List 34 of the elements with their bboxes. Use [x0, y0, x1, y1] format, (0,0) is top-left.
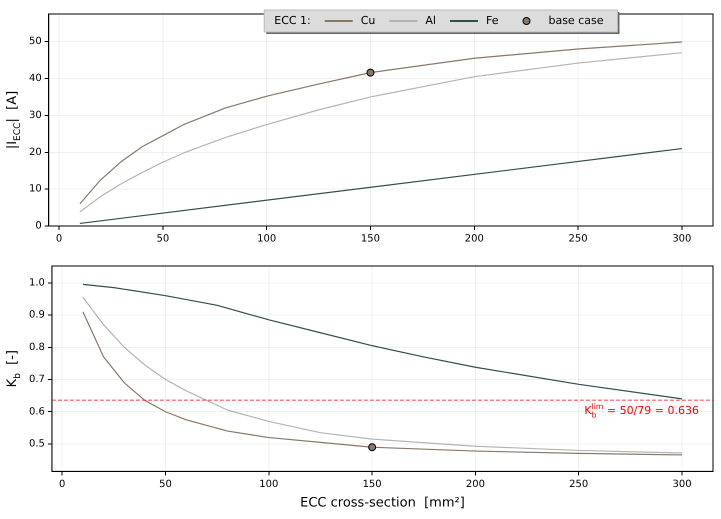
- x-tick-label: 250: [568, 234, 588, 245]
- y-tick-label: 0.8: [28, 342, 45, 353]
- x-tick-label: 0: [56, 234, 62, 245]
- x-axis-title: ECC cross-section [mm²]: [300, 496, 465, 511]
- legend-label: Cu: [360, 14, 376, 27]
- y-tick-label: 1.0: [28, 277, 45, 288]
- x-tick-label: 300: [672, 234, 692, 245]
- x-tick-label: 300: [672, 478, 692, 490]
- y-tick-label: 50: [28, 36, 42, 48]
- x-tick-label: 150: [362, 478, 382, 490]
- x-tick-label: 200: [464, 234, 484, 245]
- x-tick-label: 50: [159, 478, 172, 490]
- x-tick-label: 50: [156, 234, 170, 245]
- x-tick-label: 250: [569, 478, 588, 490]
- x-tick-label: 100: [259, 478, 278, 490]
- y-tick-label: 0.9: [28, 310, 45, 321]
- y-tick-label: 40: [28, 73, 42, 84]
- y-tick-label: 0.6: [28, 406, 45, 418]
- y-axis-title: Kb [-]: [5, 350, 23, 388]
- legend-label: Al: [425, 14, 436, 27]
- x-tick-label: 0: [59, 478, 66, 490]
- y-tick-label: 20: [28, 146, 42, 158]
- x-tick-label: 200: [466, 478, 485, 490]
- x-tick-label: 100: [257, 234, 276, 245]
- y-axis-title: |IECC| [A]: [5, 90, 23, 150]
- legend-label: Fe: [486, 14, 499, 27]
- y-tick-label: 30: [28, 110, 42, 121]
- y-tick-label: 0: [35, 220, 42, 232]
- legend-title: ECC 1:: [274, 14, 311, 27]
- legend-label: base case: [548, 14, 604, 27]
- y-tick-label: 10: [28, 184, 42, 195]
- y-tick-label: 0.5: [28, 438, 45, 450]
- x-tick-label: 150: [360, 234, 380, 245]
- y-tick-label: 0.7: [28, 374, 45, 386]
